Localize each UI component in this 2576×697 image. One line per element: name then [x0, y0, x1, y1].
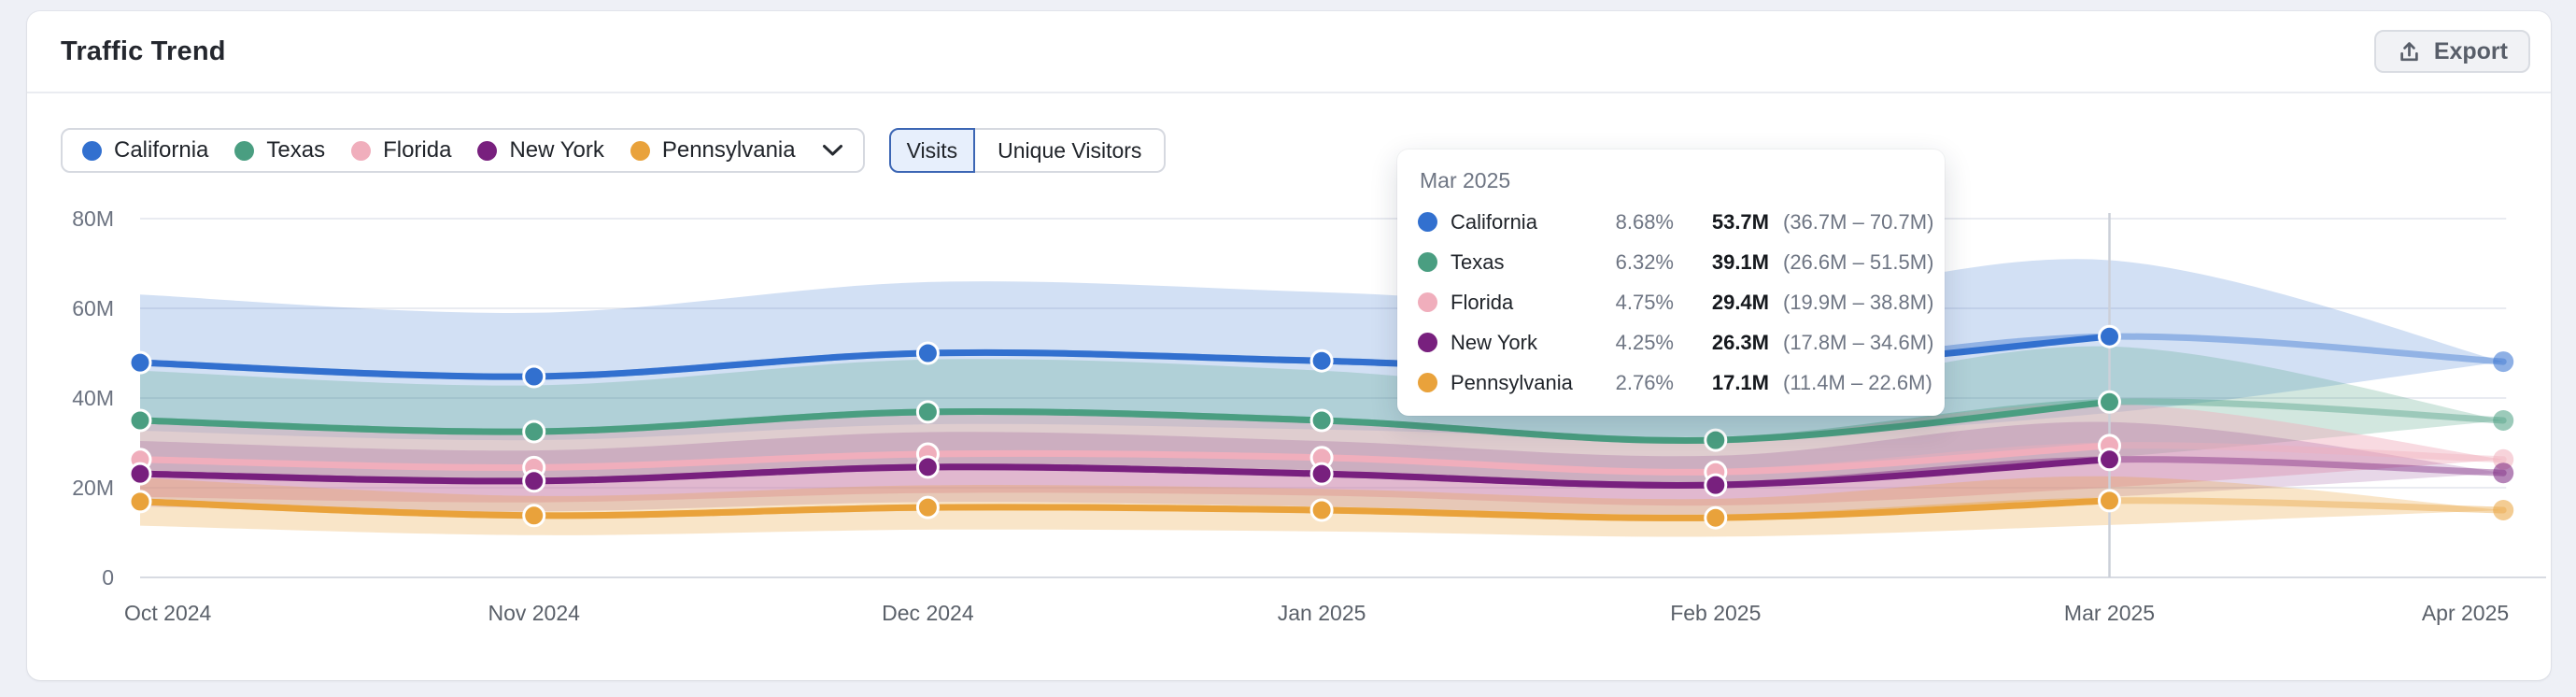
- chart-tooltip: Mar 2025 California 8.68% 53.7M (36.7M – 70…: [1397, 149, 1945, 416]
- legend-item-texas[interactable]: Texas: [234, 137, 325, 164]
- legend-item-california[interactable]: California: [82, 137, 208, 164]
- series-color-dot: [351, 140, 372, 161]
- tab-visits-label: Visits: [906, 137, 958, 163]
- tooltip-row: New York 4.25% 26.3M (17.8M – 34.6M): [1418, 322, 1933, 363]
- tooltip-percent: 4.75%: [1615, 290, 1674, 314]
- series-color-dot: [82, 140, 102, 161]
- tooltip-percent: 8.68%: [1615, 209, 1674, 234]
- tooltip-value: 29.4M: [1711, 290, 1769, 314]
- tooltip-series-name: New York: [1451, 330, 1537, 354]
- tooltip-series-dot: [1418, 373, 1437, 392]
- tooltip-series-name: California: [1451, 209, 1537, 234]
- tooltip-value: 53.7M: [1711, 209, 1769, 234]
- legend-item-label: New York: [509, 137, 604, 163]
- tooltip-row: Pennsylvania 2.76% 17.1M (11.4M – 22.6M): [1418, 363, 1932, 403]
- tooltip-title: Mar 2025: [1420, 168, 1511, 192]
- tooltip-row: California 8.68% 53.7M (36.7M – 70.7M): [1418, 202, 1933, 242]
- metric-tabs: Visits Unique Visitors: [888, 128, 1167, 173]
- tooltip-series-name: Pennsylvania: [1451, 370, 1573, 394]
- tab-visits[interactable]: Visits: [888, 128, 976, 173]
- card-header: Traffic Trend Export: [27, 11, 2551, 93]
- series-color-dot: [477, 140, 498, 161]
- legend-item-new-york[interactable]: New York: [477, 137, 604, 164]
- controls-row: California Texas Florida New York Pennsylvan…: [61, 128, 1167, 173]
- legend-item-label: Pennsylvania: [661, 137, 796, 163]
- tooltip-value: 39.1M: [1711, 249, 1769, 274]
- legend-item-florida[interactable]: Florida: [351, 137, 451, 164]
- tooltip-series-name: Texas: [1451, 249, 1505, 274]
- series-selector[interactable]: California Texas Florida New York Pennsylvan…: [61, 128, 865, 173]
- tab-unique-visitors[interactable]: Unique Visitors: [975, 128, 1167, 173]
- tooltip-percent: 2.76%: [1615, 370, 1674, 394]
- tooltip-value: 17.1M: [1711, 370, 1769, 394]
- tooltip-range: (17.8M – 34.6M): [1783, 330, 1934, 354]
- tooltip-range: (11.4M – 22.6M): [1783, 370, 1932, 394]
- tooltip-series-dot: [1418, 212, 1437, 232]
- tooltip-series-name: Florida: [1451, 290, 1514, 314]
- series-color-dot: [234, 140, 255, 161]
- page-title: Traffic Trend: [61, 36, 226, 66]
- tooltip-series-dot: [1418, 252, 1437, 272]
- tooltip-range: (19.9M – 38.8M): [1783, 290, 1934, 314]
- tooltip-rows: California 8.68% 53.7M (36.7M – 70.7M) Texas…: [1418, 202, 1933, 403]
- legend-item-label: Florida: [383, 137, 452, 163]
- legend-item-label: Texas: [266, 137, 326, 163]
- tooltip-percent: 4.25%: [1615, 330, 1674, 354]
- chevron-down-icon: [822, 144, 843, 157]
- tab-unique-visitors-label: Unique Visitors: [998, 137, 1142, 163]
- export-button[interactable]: Export: [2373, 30, 2530, 73]
- legend-item-label: California: [114, 137, 209, 163]
- tooltip-row: Texas 6.32% 39.1M (26.6M – 51.5M): [1418, 242, 1933, 282]
- tooltip-row: Florida 4.75% 29.4M (19.9M – 38.8M): [1418, 282, 1933, 322]
- tooltip-range: (36.7M – 70.7M): [1783, 209, 1934, 234]
- tooltip-value: 26.3M: [1711, 330, 1769, 354]
- series-color-dot: [630, 140, 650, 161]
- traffic-trend-card: Traffic Trend Export California Texas Flor…: [27, 11, 2551, 680]
- tooltip-percent: 6.32%: [1615, 249, 1674, 274]
- export-upload-icon: [2397, 39, 2422, 64]
- tooltip-series-dot: [1418, 333, 1437, 352]
- export-label: Export: [2433, 37, 2508, 64]
- tooltip-range: (26.6M – 51.5M): [1783, 249, 1934, 274]
- tooltip-series-dot: [1418, 292, 1437, 312]
- legend-item-pennsylvania[interactable]: Pennsylvania: [630, 137, 796, 164]
